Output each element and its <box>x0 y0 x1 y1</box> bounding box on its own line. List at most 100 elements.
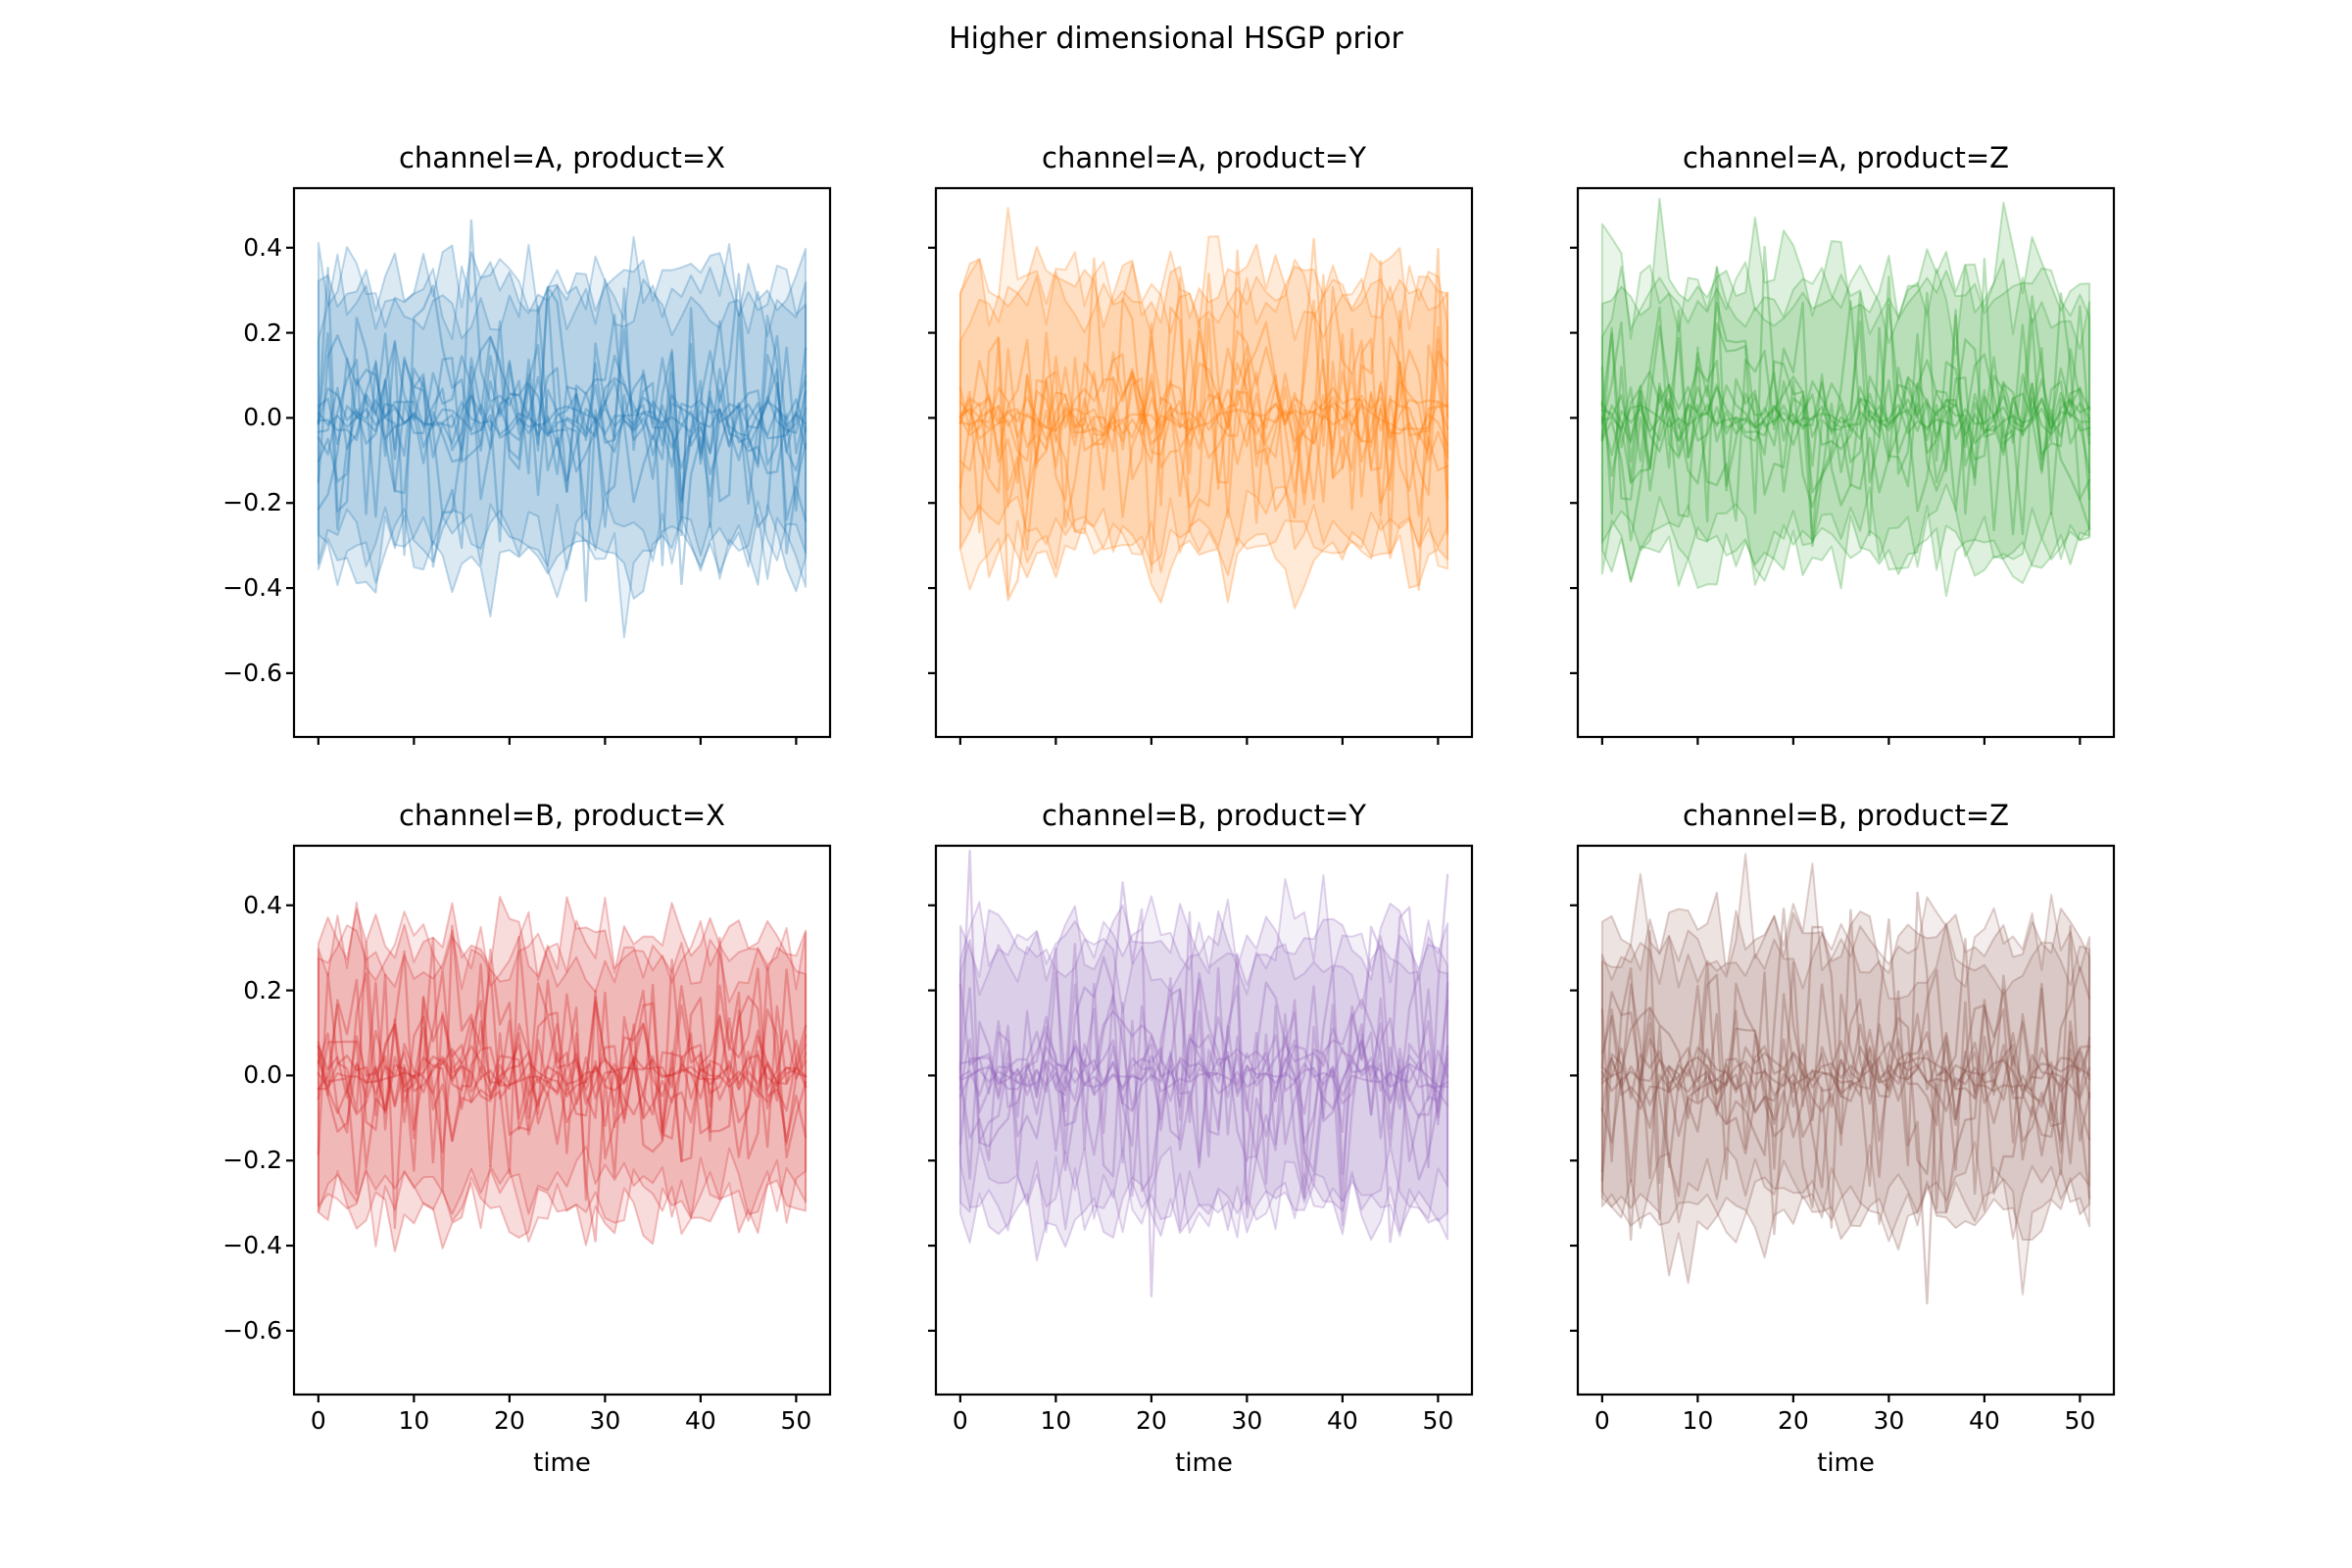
tick-marks <box>928 904 1440 1402</box>
x-tick-label: 0 <box>1593 1406 1610 1435</box>
prior-sample-line <box>1600 370 2091 463</box>
tick-marks <box>1570 904 2082 1402</box>
x-tick-label: 30 <box>589 1406 621 1435</box>
prior-sample-line <box>958 297 1449 517</box>
prior-sample-line <box>317 924 808 1243</box>
subplot-channel-a-product-x: channel=A, product=X <box>286 141 832 745</box>
subplot-channel-a-product-y: channel=A, product=Y <box>928 141 1474 745</box>
x-tick-label: 20 <box>493 1406 525 1435</box>
prior-sample-line <box>317 985 808 1168</box>
prior-sample-line <box>958 388 1449 450</box>
x-tick-label: 40 <box>1968 1406 2000 1435</box>
uncertainty-band <box>958 207 1449 597</box>
prior-sample-line <box>1600 291 2091 507</box>
uncertainty-band <box>1600 922 2091 1240</box>
uncertainty-band <box>1600 853 2091 1296</box>
prior-sample-line <box>317 1016 808 1124</box>
prior-sample-line <box>1600 309 2091 536</box>
prior-sample-line <box>317 386 808 455</box>
tick-marks <box>928 246 1440 745</box>
tick-marks <box>286 904 798 1402</box>
axes-frame <box>292 844 832 1396</box>
x-axis-label: time <box>1817 1448 1875 1478</box>
uncertainty-band <box>958 899 1449 1239</box>
prior-sample-line <box>317 1043 808 1116</box>
prior-sample-line <box>1600 1058 2091 1093</box>
y-tick-label: −0.6 <box>222 658 282 687</box>
subplot-title: channel=A, product=Z <box>1682 141 2010 174</box>
y-tick-label: −0.6 <box>222 1315 282 1345</box>
prior-sample-line <box>1600 397 2091 435</box>
subplot-title: channel=A, product=X <box>398 141 726 174</box>
axes-frame <box>934 186 1474 739</box>
plot-svg <box>928 844 1474 1402</box>
plot-area <box>928 186 1474 745</box>
prior-sample-line <box>958 330 1449 498</box>
uncertainty-band <box>317 243 808 580</box>
subplot-title: channel=B, product=Y <box>1042 799 1366 832</box>
prior-sample-line <box>958 276 1449 591</box>
uncertainty-band <box>317 244 808 617</box>
x-tick-label: 10 <box>1682 1406 1714 1435</box>
subplot-channel-a-product-z: channel=A, product=Z <box>1570 141 2116 745</box>
prior-sample-line <box>317 319 808 517</box>
uncertainty-band <box>1600 258 2091 586</box>
y-tick-label: 0.2 <box>243 318 282 347</box>
y-tick-label: −0.2 <box>222 488 282 517</box>
plot-area <box>286 186 832 745</box>
prior-sample-line <box>1600 974 2091 1198</box>
y-tick-label: 0.2 <box>243 975 282 1004</box>
prior-sample-line <box>1600 1005 2091 1154</box>
prior-sample-line <box>958 947 1449 1244</box>
prior-sample-line <box>317 288 808 550</box>
prior-sample-line <box>317 1001 808 1142</box>
prior-sample-line <box>1600 266 2091 537</box>
figure-suptitle: Higher dimensional HSGP prior <box>949 22 1403 56</box>
prior-sample-line <box>317 1054 808 1094</box>
prior-sample-line <box>958 1025 1449 1152</box>
prior-sample-line <box>1600 1031 2091 1126</box>
prior-sample-line <box>317 958 808 1201</box>
prior-sample-line <box>958 1034 1449 1102</box>
prior-sample-line <box>1600 908 2091 1304</box>
prior-sample-line <box>317 941 808 1167</box>
uncertainty-band <box>317 924 808 1224</box>
prior-sample-line <box>958 1027 1449 1119</box>
x-tick-label: 40 <box>684 1406 716 1435</box>
prior-sample-line <box>958 910 1449 1227</box>
x-tick-label: 20 <box>1777 1406 1809 1435</box>
plot-svg <box>1570 844 2116 1402</box>
prior-sample-line <box>317 935 808 1230</box>
y-tick-label: 0.4 <box>243 890 282 919</box>
x-tick-label: 50 <box>780 1406 812 1435</box>
prior-sample-line <box>958 318 1449 517</box>
axes-frame <box>292 186 832 739</box>
uncertainty-band <box>1600 197 2091 590</box>
prior-sample-line <box>958 1059 1449 1098</box>
prior-sample-line <box>958 400 1449 432</box>
y-tick-label: −0.4 <box>222 1231 282 1260</box>
prior-sample-line <box>1600 891 2091 1210</box>
uncertainty-band <box>317 896 808 1252</box>
prior-sample-line <box>1600 1048 2091 1106</box>
prior-sample-line <box>317 391 808 447</box>
prior-sample-line <box>958 1034 1449 1110</box>
axes-frame <box>1576 844 2116 1396</box>
prior-sample-line <box>1600 258 2091 548</box>
tick-marks <box>1570 246 2082 745</box>
prior-sample-line <box>317 346 808 473</box>
subplot-channel-b-product-x: channel=B, product=X <box>286 799 832 1402</box>
axes-frame <box>1576 186 2116 739</box>
prior-sample-line <box>958 370 1449 466</box>
subplot-channel-b-product-y: channel=B, product=Y <box>928 799 1474 1402</box>
prior-sample-line <box>1600 384 2091 447</box>
x-tick-label: 0 <box>310 1406 326 1435</box>
prior-sample-line <box>1600 336 2091 483</box>
prior-sample-line <box>317 1051 808 1103</box>
uncertainty-band <box>317 235 808 639</box>
uncertainty-band <box>1600 891 2091 1285</box>
x-tick-label: 40 <box>1326 1406 1358 1435</box>
uncertainty-band <box>1600 222 2091 598</box>
prior-sample-line <box>317 357 808 469</box>
